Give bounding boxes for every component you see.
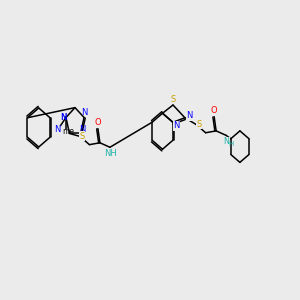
Text: N: N <box>224 137 230 146</box>
Text: O: O <box>211 106 217 116</box>
Text: N: N <box>54 125 61 134</box>
Text: S: S <box>196 120 201 129</box>
Text: me: me <box>62 127 74 136</box>
Text: N: N <box>60 113 66 122</box>
Text: O: O <box>94 118 101 127</box>
Text: N: N <box>80 125 86 134</box>
Text: S: S <box>80 132 85 141</box>
Text: S: S <box>171 95 176 104</box>
Text: N: N <box>60 113 66 122</box>
Text: N: N <box>173 122 180 130</box>
Text: N: N <box>186 111 193 120</box>
Text: N: N <box>81 109 87 118</box>
Text: NH: NH <box>104 149 117 158</box>
Text: H: H <box>228 141 233 147</box>
